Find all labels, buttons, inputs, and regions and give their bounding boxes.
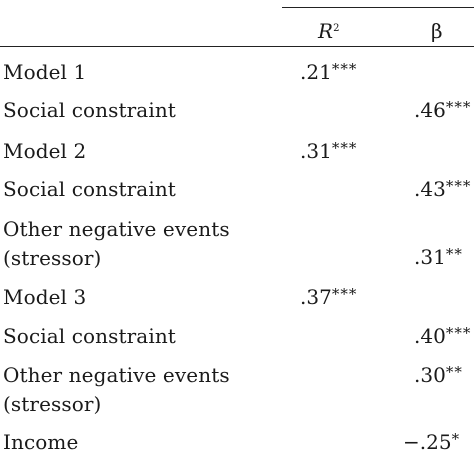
row-label-other-negative-events-2: Other negative events	[3, 363, 230, 387]
row-label-income: Income	[3, 430, 79, 454]
r2-value-model-3: .37***	[300, 285, 358, 309]
r2-value-model-2: .31***	[300, 139, 358, 163]
header-rule	[0, 46, 474, 47]
beta-value-other-negative-events-1: .31**	[414, 245, 463, 269]
beta-value-social-constraint-1: .46***	[414, 98, 472, 122]
top-rule	[282, 7, 474, 8]
row-label-other-negative-events-1: Other negative events	[3, 217, 230, 241]
row-label-social-constraint-2: Social constraint	[3, 177, 176, 201]
row-label-social-constraint-1: Social constraint	[3, 98, 176, 122]
beta-value-other-negative-events-2: .30**	[414, 363, 463, 387]
row-label-stressor-2: (stressor)	[3, 392, 102, 416]
row-label-social-constraint-3: Social constraint	[3, 324, 176, 348]
row-label-model-1: Model 1	[3, 60, 87, 84]
beta-value-social-constraint-2: .43***	[414, 177, 472, 201]
row-label-model-2: Model 2	[3, 139, 87, 163]
row-label-model-3: Model 3	[3, 285, 87, 309]
r2-value-model-1: .21***	[300, 60, 358, 84]
row-label-stressor-1: (stressor)	[3, 246, 102, 270]
beta-value-income: −.25*	[403, 430, 461, 454]
beta-value-social-constraint-3: .40***	[414, 324, 472, 348]
r2-column-header: R2	[318, 19, 340, 43]
beta-column-header: β	[431, 19, 443, 43]
